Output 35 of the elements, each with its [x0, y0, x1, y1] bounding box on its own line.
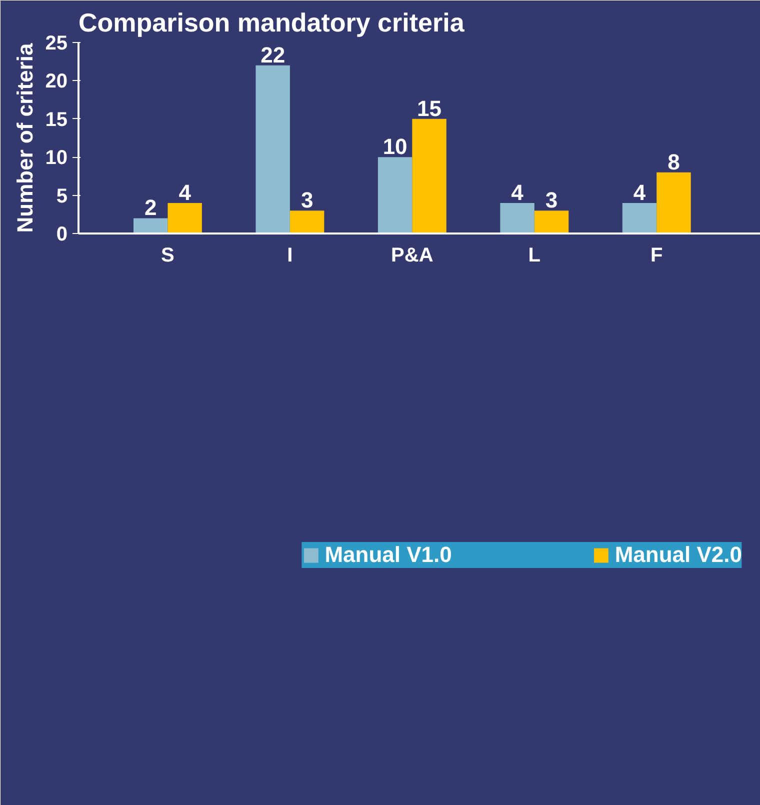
x-tick-label: P&A	[391, 244, 434, 266]
data-label: 2	[144, 195, 157, 220]
data-label: 10	[382, 134, 408, 160]
bar	[378, 157, 412, 234]
bar	[622, 202, 657, 234]
data-label: 4	[511, 180, 524, 205]
bar	[500, 202, 534, 234]
chart-title: Comparison mandatory criteria	[78, 8, 465, 38]
data-label: 15	[417, 96, 442, 121]
bar	[256, 65, 290, 234]
bar	[168, 202, 202, 234]
bar	[656, 172, 691, 234]
y-tick-label: 25	[45, 32, 68, 54]
data-label: 22	[260, 42, 286, 68]
x-tick-label: I	[287, 244, 293, 266]
x-tick-label: S	[161, 244, 174, 266]
bar	[290, 210, 324, 234]
bar	[134, 218, 168, 234]
bar	[412, 118, 446, 234]
y-axis-title: Number of criteria	[12, 42, 38, 233]
data-label: 4	[633, 180, 646, 205]
legend-label: Manual V1.0	[324, 542, 452, 568]
x-tick-label: L	[528, 244, 540, 266]
data-label: 8	[668, 149, 680, 174]
legend-label: Manual V2.0	[614, 542, 742, 568]
x-tick-label: F	[650, 244, 663, 266]
data-label: 3	[545, 188, 558, 213]
y-tick-label: 10	[45, 147, 68, 170]
y-tick-label: 0	[56, 224, 68, 246]
data-label: 4	[178, 180, 192, 205]
y-tick-label: 20	[45, 70, 68, 93]
y-tick-label: 5	[56, 185, 68, 208]
bar	[534, 210, 569, 234]
y-tick-label: 15	[45, 108, 68, 131]
data-label: 3	[300, 188, 314, 213]
